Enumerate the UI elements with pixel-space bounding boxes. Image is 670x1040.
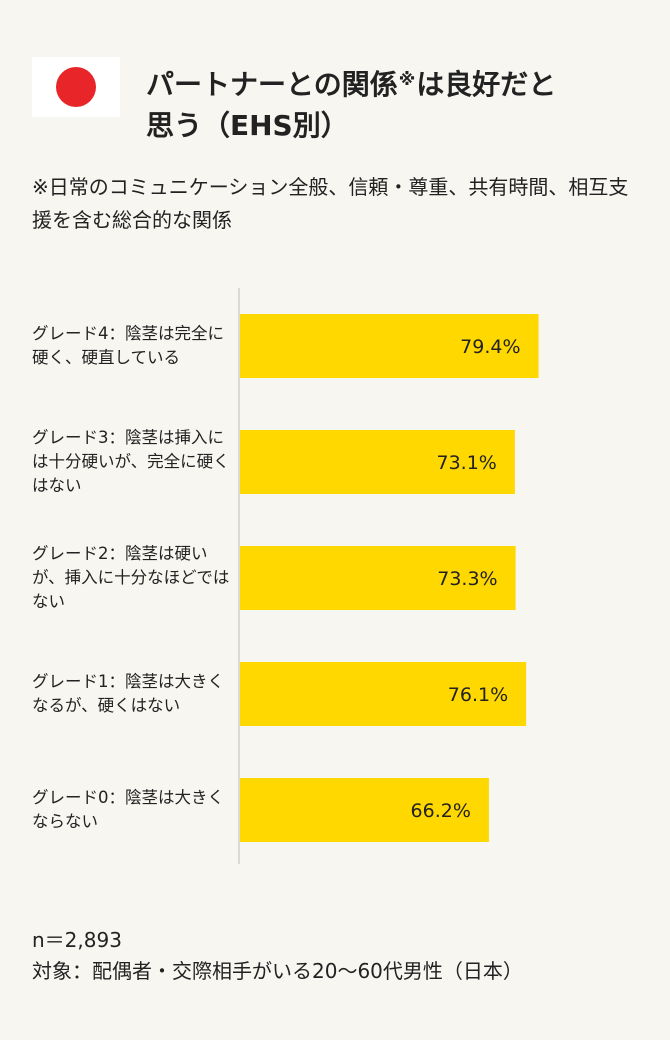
title-line1: パートナーとの関係 bbox=[146, 68, 398, 101]
flag-sun bbox=[56, 67, 96, 107]
bar-2 bbox=[240, 546, 516, 610]
category-label-4: グレード0：陰茎は大きくならない bbox=[32, 788, 224, 831]
category-label-2: グレード2：陰茎は硬いが、挿入に十分なほどではない bbox=[32, 544, 230, 611]
category-label-3: グレード1：陰茎は大きくなるが、硬くはない bbox=[32, 672, 224, 715]
bar-0 bbox=[240, 314, 539, 378]
title-line2: 思う（EHS別） bbox=[146, 109, 349, 142]
category-label-0: グレード4：陰茎は完全に硬く、硬直している bbox=[32, 324, 224, 367]
bar-value-label-2: 73.3% bbox=[437, 568, 497, 590]
survey-target: 対象：配偶者・交際相手がいる20～60代男性（日本） bbox=[32, 959, 523, 983]
bar-value-label-4: 66.2% bbox=[411, 800, 471, 822]
bar-value-label-3: 76.1% bbox=[448, 684, 508, 706]
category-label-1: グレード3：陰茎は挿入には十分硬いが、完全に硬くはない bbox=[32, 428, 230, 495]
bar-value-label-1: 73.1% bbox=[436, 452, 496, 474]
chart-title: パートナーとの関係※は良好だと 思う（EHS別） bbox=[146, 60, 646, 146]
bar-value-label-0: 79.4% bbox=[460, 336, 520, 358]
bar-chart-svg: 79.4% 73.1% 73.3% 76.1% 66.2% bbox=[238, 288, 539, 864]
japan-flag-icon bbox=[32, 57, 120, 117]
footnote-definition: ※日常のコミュニケーション全般、信頼・尊重、共有時間、相互支援を含む総合的な関係 bbox=[32, 175, 629, 232]
bar-4 bbox=[240, 778, 489, 842]
bar-3 bbox=[240, 662, 527, 726]
title-line1-end: は良好だと bbox=[416, 68, 557, 101]
bar-1 bbox=[240, 430, 515, 494]
sample-size: n＝2,893 bbox=[32, 928, 122, 952]
title-note-mark: ※ bbox=[398, 70, 416, 90]
footer: n＝2,893 対象：配偶者・交際相手がいる20～60代男性（日本） bbox=[32, 925, 523, 987]
bar-chart: 79.4% 73.1% 73.3% 76.1% 66.2% グレード4：陰茎は完全に硬く… bbox=[0, 288, 670, 868]
